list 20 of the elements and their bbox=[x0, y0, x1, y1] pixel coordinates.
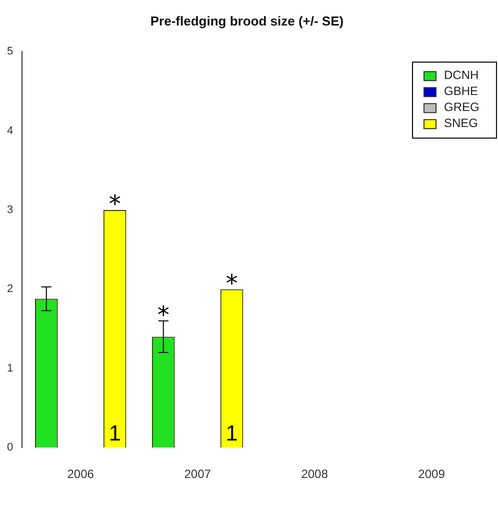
legend-label: DCNH bbox=[444, 68, 479, 82]
y-tick-label: 5 bbox=[6, 46, 14, 58]
annotation: 1 bbox=[108, 420, 121, 446]
y-tick-label: 2 bbox=[6, 283, 14, 296]
annotation: 1 bbox=[226, 420, 238, 446]
y-tick-label: 4 bbox=[6, 124, 14, 137]
x-tick-label: 2007 bbox=[184, 467, 212, 482]
chart-title: Pre-fledging brood size (+/- SE) bbox=[150, 13, 344, 28]
legend-label: SNEG bbox=[444, 116, 478, 130]
data-label: * bbox=[108, 190, 121, 218]
legend-label: GBHE bbox=[444, 84, 478, 98]
y-tick-label: 3 bbox=[6, 204, 14, 216]
legend-label: GREG bbox=[444, 100, 480, 114]
y-tick-label: 1 bbox=[6, 362, 14, 374]
data-label: * bbox=[157, 301, 170, 330]
y-tick-label: 0 bbox=[6, 442, 14, 454]
data-label: * bbox=[226, 269, 238, 298]
x-tick-label: 2008 bbox=[301, 467, 328, 482]
x-tick-label: 2006 bbox=[67, 467, 94, 482]
x-tick-label: 2009 bbox=[418, 467, 446, 482]
